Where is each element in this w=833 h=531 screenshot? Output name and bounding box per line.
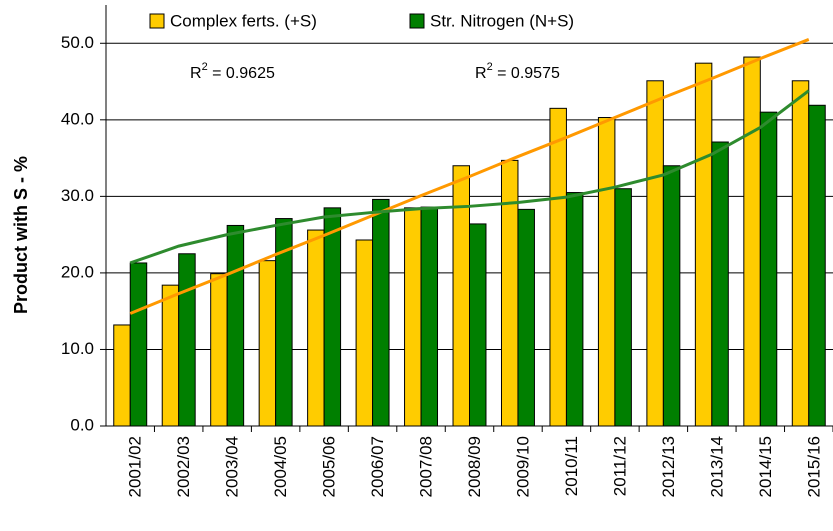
x-tick-label: 2003/04 [223, 436, 242, 497]
bar [791, 80, 810, 427]
bar [404, 207, 422, 427]
x-tick-label: 2009/10 [513, 436, 532, 497]
annotation-sup: 2 [202, 61, 208, 73]
bar [646, 80, 664, 427]
annotation: R2 = 0.9575 [475, 61, 560, 82]
x-tick-label: 2015/16 [804, 436, 823, 497]
y-tick-label: 20.0 [61, 262, 94, 281]
bar [565, 192, 584, 427]
bar [711, 141, 729, 427]
bar [662, 165, 681, 427]
bar [597, 117, 616, 427]
x-tick-label: 2014/15 [756, 436, 775, 497]
x-tick-label: 2004/05 [271, 436, 290, 497]
y-tick-label: 0.0 [70, 415, 94, 434]
x-tick-label: 2006/07 [368, 436, 387, 497]
x-tick-label: 2013/14 [707, 436, 726, 497]
annotation-base: R [190, 65, 202, 82]
y-tick-label: 40.0 [61, 109, 94, 128]
bar [469, 223, 487, 427]
annotation-text: = 0.9575 [493, 65, 560, 82]
annotation-base: R [475, 65, 487, 82]
bar [694, 62, 713, 427]
bar [178, 253, 196, 427]
bar [113, 324, 131, 427]
bar [743, 56, 761, 427]
bar [420, 206, 439, 427]
x-tick-label: 2012/13 [659, 436, 678, 497]
trendline [129, 89, 810, 265]
bar [355, 239, 374, 427]
bar [452, 165, 470, 427]
bar [210, 273, 228, 427]
legend-swatch [149, 13, 165, 29]
x-tick-label: 2001/02 [126, 436, 145, 497]
legend-label: Complex ferts. (+S) [170, 11, 317, 30]
y-tick-label: 30.0 [61, 186, 94, 205]
annotation-sup: 2 [487, 61, 493, 73]
bar [129, 262, 148, 427]
annotation-text: = 0.9625 [208, 65, 275, 82]
bar [808, 104, 826, 427]
bar [759, 111, 778, 427]
annotation: R2 = 0.9625 [190, 61, 275, 82]
y-tick-label: 50.0 [61, 33, 94, 52]
bar [517, 208, 535, 427]
y-tick-label: 10.0 [61, 339, 94, 358]
bar [258, 260, 277, 427]
bar [614, 188, 632, 427]
bar [549, 107, 567, 427]
bar [323, 207, 342, 427]
y-axis-label: Product with S - % [11, 156, 31, 314]
bar [500, 159, 519, 427]
x-tick-label: 2007/08 [417, 436, 436, 497]
x-tick-label: 2010/11 [562, 436, 581, 496]
bar [307, 229, 325, 427]
trendline [129, 38, 810, 315]
legend-label: Str. Nitrogen (N+S) [430, 11, 574, 30]
bar [372, 198, 390, 427]
x-tick-label: 2005/06 [320, 436, 339, 497]
x-tick-label: 2011/12 [610, 436, 629, 496]
x-tick-label: 2008/09 [465, 436, 484, 497]
bar [161, 284, 180, 427]
x-tick-label: 2002/03 [174, 436, 193, 497]
legend-swatch [409, 13, 425, 29]
bar [226, 224, 245, 427]
